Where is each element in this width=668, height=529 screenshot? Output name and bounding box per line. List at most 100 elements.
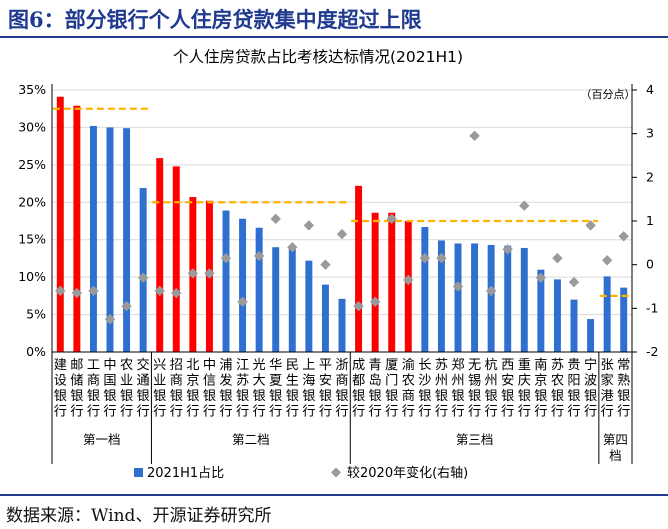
chart-title: 个人住房贷款占比考核达标情况(2021H1): [173, 48, 463, 66]
y-tick-label: 0%: [26, 344, 46, 359]
change-marker: [287, 242, 298, 253]
gridlines: [52, 89, 632, 316]
x-tick-label: 招商银行: [170, 357, 183, 420]
bar: [437, 240, 445, 352]
x-tick-label: 北京银行: [186, 357, 199, 420]
change-marker: [386, 213, 397, 225]
x-axis-labels: 建设银行邮储银行工商银行中国银行农业银行交通银行兴业银行招商银行北京银行中信银行…: [54, 356, 631, 420]
change-marker: [403, 274, 414, 286]
bar: [156, 158, 164, 352]
x-tick-label: 中信银行: [203, 357, 216, 420]
bar: [603, 276, 611, 352]
change-marker: [353, 300, 364, 312]
x-tick-label: 张家港行: [601, 357, 614, 420]
bar: [355, 185, 363, 352]
change-marker: [187, 268, 199, 279]
bar: [172, 166, 180, 352]
bar: [139, 188, 147, 352]
bar: [487, 244, 495, 352]
x-tick-label: 厦门银行: [385, 358, 398, 420]
y-tick-label: 10%: [18, 269, 46, 284]
change-marker: [519, 200, 530, 211]
group-label: 第二档: [232, 432, 270, 447]
x-tick-label: 民生银行: [286, 358, 299, 420]
change-marker: [502, 244, 513, 255]
change-marker: [237, 296, 248, 307]
bar: [73, 105, 81, 352]
change-marker: [104, 314, 116, 325]
change-marker: [121, 300, 132, 312]
change-marker: [137, 272, 149, 283]
group-label: 第一档: [83, 432, 121, 447]
bar: [371, 212, 379, 352]
tier-groups: 第一档 第二档 第三档 第四档: [51, 352, 633, 464]
x-tick-label: 华夏银行: [269, 357, 282, 420]
change-marker: [585, 220, 596, 231]
bar: [239, 218, 247, 352]
change-marker: [320, 259, 331, 270]
x-tick-label: 浦发银行: [219, 357, 232, 420]
legend-label-bar: 2021H1占比: [147, 466, 224, 481]
x-tick-label: 江苏银行: [236, 357, 249, 420]
change-marker: [552, 252, 563, 264]
change-marker: [154, 285, 165, 297]
bar: [123, 128, 131, 352]
figure-title: 图6：部分银行个人住房贷款集中度超过上限: [8, 7, 422, 32]
group-label: 第四档: [603, 432, 628, 463]
y2-tick-label: -1: [646, 300, 658, 315]
change-marker: [220, 252, 232, 264]
y2-tick-label: -2: [646, 344, 658, 359]
legend-swatch-bar: [134, 468, 143, 477]
bar: [288, 247, 296, 352]
x-tick-label: 光大银行: [253, 357, 266, 420]
bar: [321, 284, 329, 352]
y2-tick-label: 0: [646, 257, 654, 272]
x-tick-label: 苏州银行: [435, 357, 448, 420]
bars: [56, 96, 628, 352]
x-tick-label: 农业银行: [120, 357, 133, 420]
x-tick-label: 上海银行: [302, 357, 315, 420]
y-tick-label: 30%: [18, 119, 46, 134]
x-tick-label: 青岛银行: [369, 357, 382, 420]
x-tick-label: 郑州银行: [451, 357, 464, 420]
change-markers: [55, 130, 629, 325]
y-tick-label: 20%: [18, 194, 46, 209]
change-marker: [601, 255, 613, 266]
bar: [620, 287, 628, 352]
x-tick-label: 中国银行: [103, 357, 116, 420]
bar: [537, 269, 545, 352]
change-marker: [204, 268, 215, 279]
x-tick-label: 宁波银行: [584, 356, 597, 420]
bar: [454, 243, 462, 352]
bar: [421, 226, 429, 352]
change-marker: [618, 231, 629, 242]
y2-axis-label: （百分点）: [581, 88, 636, 101]
change-marker: [270, 213, 281, 225]
legend-label-marker: 较2020年变化(右轴): [347, 465, 468, 481]
bar: [305, 260, 313, 352]
change-marker: [303, 220, 315, 231]
source-rule: [0, 494, 668, 496]
x-tick-label: 苏农银行: [551, 357, 564, 420]
legend-swatch-marker: [331, 467, 341, 478]
y-axis-ticks: 0% 5% 10% 15% 20% 25% 30% 35%: [18, 82, 46, 359]
x-tick-label: 邮储银行: [70, 357, 83, 420]
x-tick-label: 重庆银行: [518, 357, 531, 420]
change-marker: [452, 281, 464, 292]
x-tick-label: 浙商银行: [335, 357, 348, 420]
y2-tick-label: 4: [646, 82, 654, 97]
group-label: 第三档: [456, 432, 494, 447]
bar: [255, 227, 263, 352]
x-tick-label: 建设银行: [54, 357, 67, 420]
x-tick-label: 无锡银行: [468, 358, 481, 420]
y-tick-label: 15%: [18, 232, 46, 247]
y-tick-label: 25%: [18, 157, 46, 172]
bar: [272, 247, 280, 352]
bar: [89, 125, 97, 352]
x-tick-label: 南京银行: [534, 357, 547, 420]
bar: [520, 247, 528, 352]
x-tick-label: 杭州银行: [485, 357, 498, 420]
bar: [388, 212, 396, 352]
change-marker: [71, 287, 83, 299]
change-marker: [336, 228, 348, 240]
